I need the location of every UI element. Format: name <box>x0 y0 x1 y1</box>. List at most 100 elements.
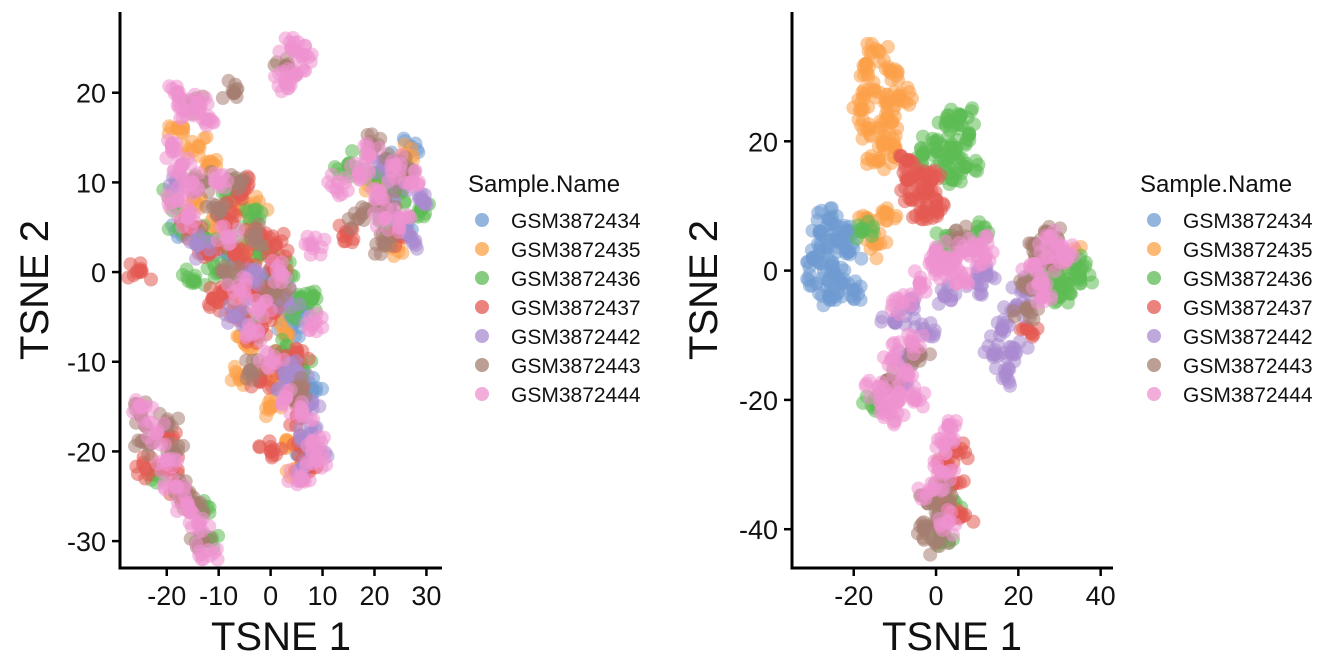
point-jitter-GSM3872437 <box>913 211 928 226</box>
point-jitter-GSM3872444 <box>272 44 287 59</box>
point-jitter-GSM3872434 <box>816 298 831 313</box>
point-jitter-GSM3872442 <box>915 317 929 332</box>
point-jitter-GSM3872437 <box>930 209 944 224</box>
point-jitter-GSM3872444 <box>927 454 942 469</box>
point-jitter-GSM3872444 <box>1025 281 1040 295</box>
point-jitter-GSM3872436 <box>914 142 928 157</box>
point-jitter-GSM3872444 <box>191 183 206 198</box>
point-jitter-GSM3872444 <box>279 389 294 404</box>
scatter-points-right <box>800 36 1100 562</box>
point-jitter-GSM3872437 <box>274 441 289 456</box>
point-jitter-GSM3872444 <box>281 474 296 488</box>
legend-key <box>1147 300 1161 314</box>
point-jitter-GSM3872444 <box>174 156 189 171</box>
legend-key <box>475 213 489 227</box>
point-jitter-GSM3872444 <box>213 220 228 235</box>
point-jitter-GSM3872437 <box>144 272 158 287</box>
legend-key <box>475 300 489 314</box>
legend-title: Sample.Name <box>1140 171 1292 198</box>
tsne-panel-right: -20 0 20 40 -40 -20 0 20 TSNE 1 TSNE 2 Sample.… <box>682 12 1313 659</box>
point-jitter-GSM3872443 <box>250 231 264 245</box>
point-jitter-GSM3872443 <box>217 265 232 280</box>
point-jitter-GSM3872444 <box>980 228 995 243</box>
point-jitter-GSM3872444 <box>1030 258 1045 273</box>
point-jitter-GSM3872442 <box>990 315 1005 330</box>
x-ticks-right: -20 0 20 40 <box>834 568 1116 611</box>
point-jitter-GSM3872444 <box>192 166 207 180</box>
point-jitter-GSM3872444 <box>959 266 974 281</box>
point-jitter-GSM3872437 <box>952 446 967 461</box>
point-jitter-GSM3872437 <box>1013 322 1028 337</box>
legend-key <box>475 242 489 256</box>
point-jitter-GSM3872444 <box>288 49 303 64</box>
legend-key <box>475 329 489 343</box>
point-jitter-GSM3872444 <box>1047 264 1062 279</box>
point-jitter-GSM3872444 <box>314 310 329 325</box>
point-jitter-GSM3872435 <box>851 112 866 127</box>
point-jitter-GSM3872444 <box>359 136 374 151</box>
point-jitter-GSM3872444 <box>260 360 275 374</box>
point-jitter-GSM3872443 <box>948 224 963 238</box>
point-jitter-GSM3872444 <box>159 151 174 165</box>
y-axis-title: TSNE 2 <box>13 220 57 360</box>
point-jitter-GSM3872444 <box>879 394 894 408</box>
point-jitter-GSM3872444 <box>309 324 324 339</box>
legend-key <box>1147 213 1161 227</box>
point-jitter-GSM3872444 <box>259 293 274 308</box>
point-jitter-GSM3872444 <box>338 170 352 185</box>
point-jitter-GSM3872444 <box>160 457 174 472</box>
point-jitter-GSM3872435 <box>855 90 870 105</box>
point-jitter-GSM3872443 <box>229 90 244 104</box>
y-ticks-right: -40 -20 0 20 <box>739 127 792 545</box>
x-axis-title: TSNE 1 <box>882 615 1022 659</box>
point-jitter-GSM3872444 <box>1037 294 1052 308</box>
point-jitter-GSM3872437 <box>132 263 147 278</box>
point-jitter-GSM3872434 <box>814 257 829 272</box>
point-jitter-GSM3872442 <box>1020 340 1035 355</box>
point-jitter-GSM3872443 <box>928 536 943 551</box>
point-jitter-GSM3872444 <box>209 542 224 556</box>
x-tick-label: 20 <box>1003 581 1033 611</box>
point-jitter-GSM3872437 <box>268 238 283 253</box>
point-jitter-GSM3872436 <box>964 104 979 119</box>
point-jitter-GSM3872443 <box>923 347 937 362</box>
point-jitter-GSM3872436 <box>855 221 870 236</box>
point-jitter-GSM3872444 <box>368 192 382 207</box>
y-tick-label: -40 <box>739 515 778 545</box>
y-ticks-left: -30 -20 -10 0 10 20 <box>67 79 120 557</box>
point-jitter-GSM3872444 <box>932 512 947 526</box>
point-jitter-GSM3872436 <box>161 221 176 236</box>
point-jitter-GSM3872444 <box>238 292 253 307</box>
point-jitter-GSM3872436 <box>416 209 431 224</box>
point-jitter-GSM3872434 <box>834 289 849 304</box>
point-jitter-GSM3872444 <box>906 347 921 361</box>
point-jitter-GSM3872434 <box>819 238 834 253</box>
point-jitter-GSM3872435 <box>887 85 902 100</box>
point-jitter-GSM3872444 <box>157 437 172 452</box>
point-jitter-GSM3872442 <box>189 251 203 266</box>
y-tick-label: 0 <box>91 258 106 288</box>
legend-label: GSM3872443 <box>511 355 641 378</box>
point-jitter-GSM3872437 <box>936 198 951 213</box>
point-jitter-GSM3872444 <box>161 133 175 148</box>
point-jitter-GSM3872444 <box>178 107 193 122</box>
point-jitter-GSM3872436 <box>941 130 955 145</box>
point-jitter-GSM3872444 <box>174 169 189 184</box>
point-jitter-GSM3872444 <box>132 398 147 413</box>
point-jitter-GSM3872434 <box>854 251 869 266</box>
legend-label: GSM3872435 <box>1183 239 1313 262</box>
point-jitter-GSM3872444 <box>170 504 185 519</box>
point-jitter-GSM3872443 <box>356 213 371 228</box>
point-jitter-GSM3872436 <box>181 274 196 289</box>
point-jitter-GSM3872444 <box>938 465 952 480</box>
point-jitter-GSM3872444 <box>157 479 172 494</box>
point-jitter-GSM3872444 <box>161 196 176 211</box>
point-jitter-GSM3872444 <box>372 141 386 155</box>
point-jitter-GSM3872434 <box>836 272 851 286</box>
point-jitter-GSM3872444 <box>170 180 185 195</box>
point-jitter-GSM3872442 <box>292 297 306 312</box>
point-jitter-GSM3872434 <box>853 279 868 294</box>
legend-key <box>475 387 489 401</box>
point-jitter-GSM3872442 <box>974 286 988 301</box>
point-jitter-GSM3872444 <box>985 245 1000 260</box>
